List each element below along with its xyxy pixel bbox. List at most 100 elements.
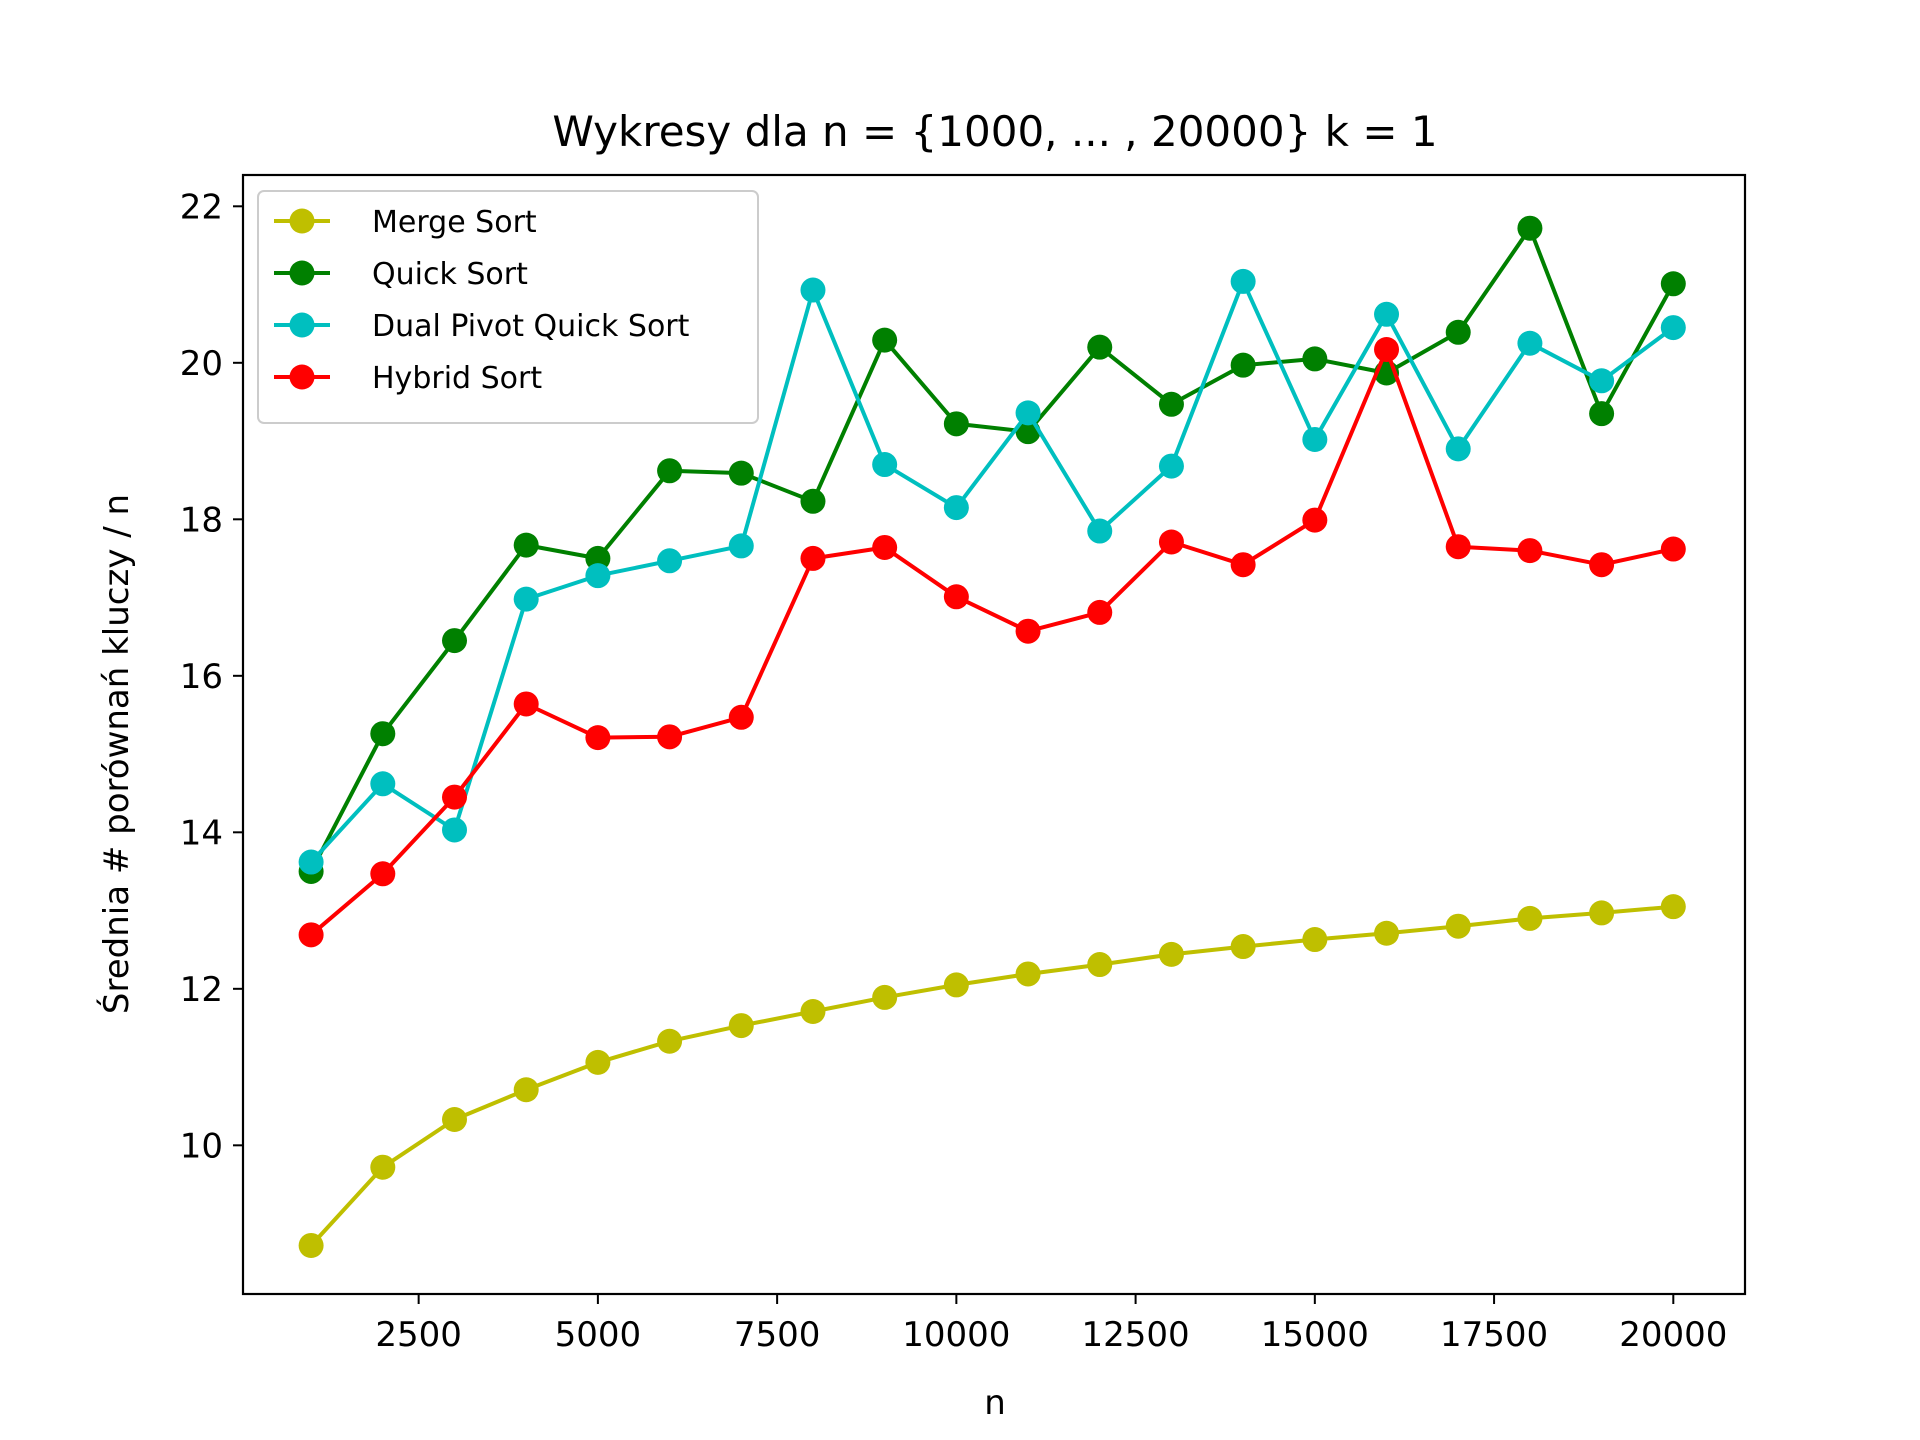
data-point [1374, 920, 1400, 946]
data-point [1158, 941, 1184, 967]
data-point [1517, 905, 1543, 931]
plot-area: 2500 5000 7500 10000 12500 15000 17500 20000 10… [180, 173, 1747, 1355]
data-point [1660, 315, 1686, 341]
x-tick-label: 20000 [1619, 1315, 1727, 1355]
data-point [1302, 426, 1328, 452]
data-point [1660, 894, 1686, 920]
data-point [728, 460, 754, 486]
data-point [657, 1028, 683, 1054]
data-point [657, 724, 683, 750]
data-point [1660, 536, 1686, 562]
data-point [728, 533, 754, 559]
plot-frame [241, 173, 1747, 1296]
data-point [441, 784, 467, 810]
data-point [370, 1154, 396, 1180]
x-tick-label: 10000 [902, 1315, 1010, 1355]
data-point [1445, 913, 1471, 939]
x-tick-label: 2500 [375, 1315, 462, 1355]
data-point [1445, 319, 1471, 345]
data-point [1302, 346, 1328, 372]
series-quick-sort [298, 215, 1686, 884]
data-point [370, 721, 396, 747]
data-point [1660, 271, 1686, 297]
series-merge-sort [298, 894, 1686, 1258]
legend-box [257, 190, 759, 424]
data-point [1445, 534, 1471, 560]
legend-marker [289, 364, 315, 390]
data-point [872, 327, 898, 353]
y-tick-label: 20 [180, 344, 223, 384]
data-point [1589, 368, 1615, 394]
y-axis-ticks: 10 12 14 16 18 20 22 [180, 187, 243, 1166]
x-axis-label: n [984, 1383, 1006, 1423]
data-point [1302, 927, 1328, 953]
legend-label: Hybrid Sort [372, 361, 542, 396]
x-axis-ticks: 2500 5000 7500 10000 12500 15000 17500 20000 [375, 1294, 1727, 1355]
data-point [585, 725, 611, 751]
data-point [1517, 330, 1543, 356]
data-point [1015, 961, 1041, 987]
x-tick-label: 12500 [1082, 1315, 1190, 1355]
data-point [1087, 518, 1113, 544]
data-point [1517, 215, 1543, 241]
data-point [872, 452, 898, 478]
data-point [1230, 352, 1256, 378]
x-tick-label: 15000 [1261, 1315, 1369, 1355]
legend: Merge Sort Quick Sort Dual Pivot Quick Sor… [257, 190, 759, 424]
data-point [1015, 400, 1041, 426]
data-point [513, 691, 539, 717]
data-point [585, 545, 611, 571]
x-tick-label: 5000 [555, 1315, 642, 1355]
data-point [1589, 552, 1615, 578]
data-point [298, 1232, 324, 1258]
data-point [441, 628, 467, 654]
y-tick-label: 10 [180, 1126, 223, 1166]
data-point [370, 861, 396, 887]
legend-label: Merge Sort [372, 205, 537, 240]
series-line [309, 347, 1674, 937]
data-point [943, 584, 969, 610]
data-point [800, 999, 826, 1025]
data-point [1158, 453, 1184, 479]
data-point [1230, 934, 1256, 960]
series-hybrid-sort [298, 337, 1686, 948]
data-point [513, 586, 539, 612]
data-point [657, 458, 683, 484]
data-point [728, 1013, 754, 1039]
data-point [800, 545, 826, 571]
y-tick-label: 14 [180, 813, 223, 853]
data-point [1374, 301, 1400, 327]
legend-label: Quick Sort [372, 257, 528, 292]
data-point [943, 411, 969, 437]
data-point [1158, 391, 1184, 417]
data-point [800, 488, 826, 514]
data-point [728, 704, 754, 730]
data-point [1374, 337, 1400, 363]
y-axis-label: Średnia # porównań kluczy / n [96, 494, 137, 1014]
y-tick-label: 12 [180, 970, 223, 1010]
legend-label: Dual Pivot Quick Sort [372, 309, 690, 344]
data-point [1445, 436, 1471, 462]
legend-marker [289, 208, 315, 234]
data-point [513, 532, 539, 558]
data-point [298, 849, 324, 875]
data-point [370, 771, 396, 797]
data-point [1589, 900, 1615, 926]
data-point [1230, 268, 1256, 294]
data-point [1087, 952, 1113, 978]
data-point [1158, 529, 1184, 555]
series-layer [298, 215, 1686, 1258]
legend-marker [289, 260, 315, 286]
series-line [309, 279, 1675, 864]
data-point [513, 1077, 539, 1103]
data-point [657, 548, 683, 574]
series-dual-pivot-quick-sort [298, 268, 1686, 875]
data-point [943, 972, 969, 998]
data-point [800, 277, 826, 303]
data-point [585, 1049, 611, 1075]
data-point [1517, 538, 1543, 564]
y-tick-label: 22 [180, 187, 223, 227]
data-point [1589, 401, 1615, 427]
x-tick-label: 17500 [1440, 1315, 1548, 1355]
